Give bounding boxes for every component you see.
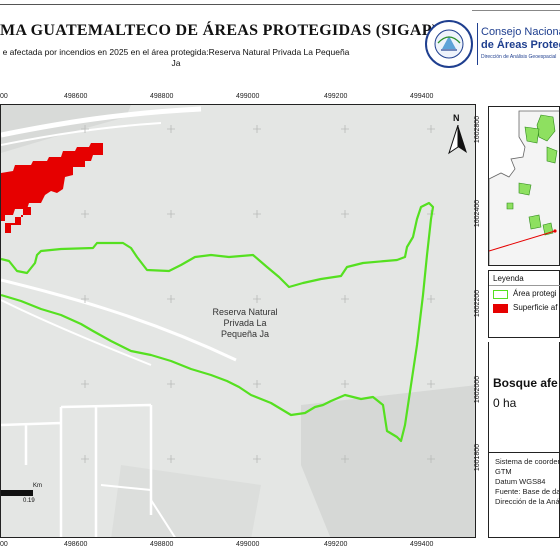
- info-line: GTM: [495, 467, 512, 476]
- info-box: Sistema de coordena GTM Datum WGS84 Fuen…: [488, 452, 560, 538]
- logo-line1: Consejo Nacional: [481, 26, 560, 38]
- x-tick-label: 00: [0, 541, 8, 548]
- info-line: Sistema de coordena: [495, 457, 560, 466]
- x-tick-label: 499200: [324, 93, 348, 100]
- top-rule-right: [472, 10, 560, 11]
- y-tick-label: 1601800: [474, 443, 482, 472]
- info-line: Dirección de la Análi: [495, 497, 560, 506]
- legend-item-label: Superficie af: [513, 303, 558, 312]
- x-tick-label: 498600: [64, 93, 88, 100]
- info-line: Fuente: Base de dat: [495, 487, 560, 496]
- top-rule: [0, 4, 560, 5]
- scale-bar: Km 0.19: [1, 483, 61, 513]
- map-subtitle: e afectada por incendios en 2025 en el á…: [2, 47, 350, 68]
- terrain-patch: [301, 385, 475, 537]
- logo-line3: Dirección de Análisis Geoespacial: [481, 54, 557, 60]
- y-tick-label: 1602800: [474, 115, 482, 144]
- north-label: N: [453, 113, 460, 123]
- road: [1, 122, 162, 146]
- road: [1, 278, 237, 362]
- scale-unit: Km: [33, 483, 42, 489]
- fire-affected-area: [1, 143, 103, 233]
- grid-crosses: [81, 125, 435, 463]
- scale-value: 0.19: [23, 498, 35, 504]
- main-map[interactable]: Reserva Natural Privada La Pequeña Ja N …: [0, 104, 476, 538]
- logo-line2: de Áreas Protegidas: [481, 39, 560, 51]
- locator-canvas: [489, 110, 559, 265]
- x-tick-labels-top: 00 498600 498800 499000 499200 499400: [0, 93, 480, 103]
- legend-title-rule: [489, 285, 560, 286]
- page-title: MA GUATEMALTECO DE ÁREAS PROTEGIDAS (SIG…: [0, 22, 438, 39]
- area-name-label: Reserva Natural Privada La Pequeña Ja: [212, 307, 278, 339]
- legend-box: Leyenda Área protegi Superficie af: [488, 270, 560, 338]
- stat-title: Bosque afe: [493, 376, 558, 390]
- conap-logo: Consejo Nacional de Áreas Protegidas Dir…: [424, 19, 560, 71]
- scale-bar-black: [1, 490, 33, 496]
- road: [1, 403, 153, 537]
- legend-item-label: Área protegi: [513, 289, 557, 298]
- fire-area-swatch: [493, 304, 508, 313]
- protected-area-patch: [518, 182, 532, 196]
- north-arrow-icon: [448, 125, 467, 155]
- x-tick-label: 498800: [150, 541, 174, 548]
- protected-area-swatch: [493, 290, 508, 299]
- stat-panel: Bosque afe 0 ha: [488, 342, 560, 452]
- x-tick-label: 00: [0, 93, 8, 100]
- protected-area-patch: [528, 214, 542, 230]
- locator-map[interactable]: [488, 106, 560, 266]
- road: [1, 299, 152, 366]
- map-canvas: [1, 105, 475, 537]
- x-tick-label: 499000: [236, 541, 260, 548]
- x-tick-label: 499000: [236, 93, 260, 100]
- x-tick-label: 499200: [324, 541, 348, 548]
- protected-area-patch: [536, 114, 556, 142]
- protected-area-boundary: [1, 201, 435, 443]
- protected-area-patch: [506, 202, 514, 210]
- logo-divider: [477, 23, 478, 65]
- legend-item-protected-area: Área protegi: [493, 289, 560, 301]
- x-tick-label: 498600: [64, 541, 88, 548]
- guatemala-seal-icon: [425, 20, 473, 68]
- x-tick-label: 499400: [410, 93, 434, 100]
- protected-area-patch: [546, 146, 558, 164]
- y-tick-label: 1602000: [474, 375, 482, 404]
- x-tick-label: 499400: [410, 541, 434, 548]
- x-tick-labels-bottom: 00 498600 498800 499000 499200 499400: [0, 541, 480, 551]
- locator-pointer-line: [489, 230, 556, 252]
- legend-title: Leyenda: [493, 274, 524, 283]
- y-tick-label: 1602200: [474, 289, 482, 318]
- stat-value: 0 ha: [493, 396, 517, 410]
- legend-item-fire-area: Superficie af: [493, 303, 560, 315]
- road: [1, 106, 202, 138]
- north-arrow: N: [447, 113, 469, 155]
- terrain-patch: [111, 465, 261, 537]
- road: [100, 484, 176, 537]
- locator-point: [553, 229, 557, 233]
- info-line: Datum WGS84: [495, 477, 546, 486]
- protected-area-patch: [524, 126, 540, 144]
- scale-bar-white: [31, 490, 33, 496]
- y-tick-label: 1602400: [474, 199, 482, 228]
- x-tick-label: 498800: [150, 93, 174, 100]
- y-tick-labels: 1602800 1602400 1602200 1602000 1601800: [474, 104, 488, 538]
